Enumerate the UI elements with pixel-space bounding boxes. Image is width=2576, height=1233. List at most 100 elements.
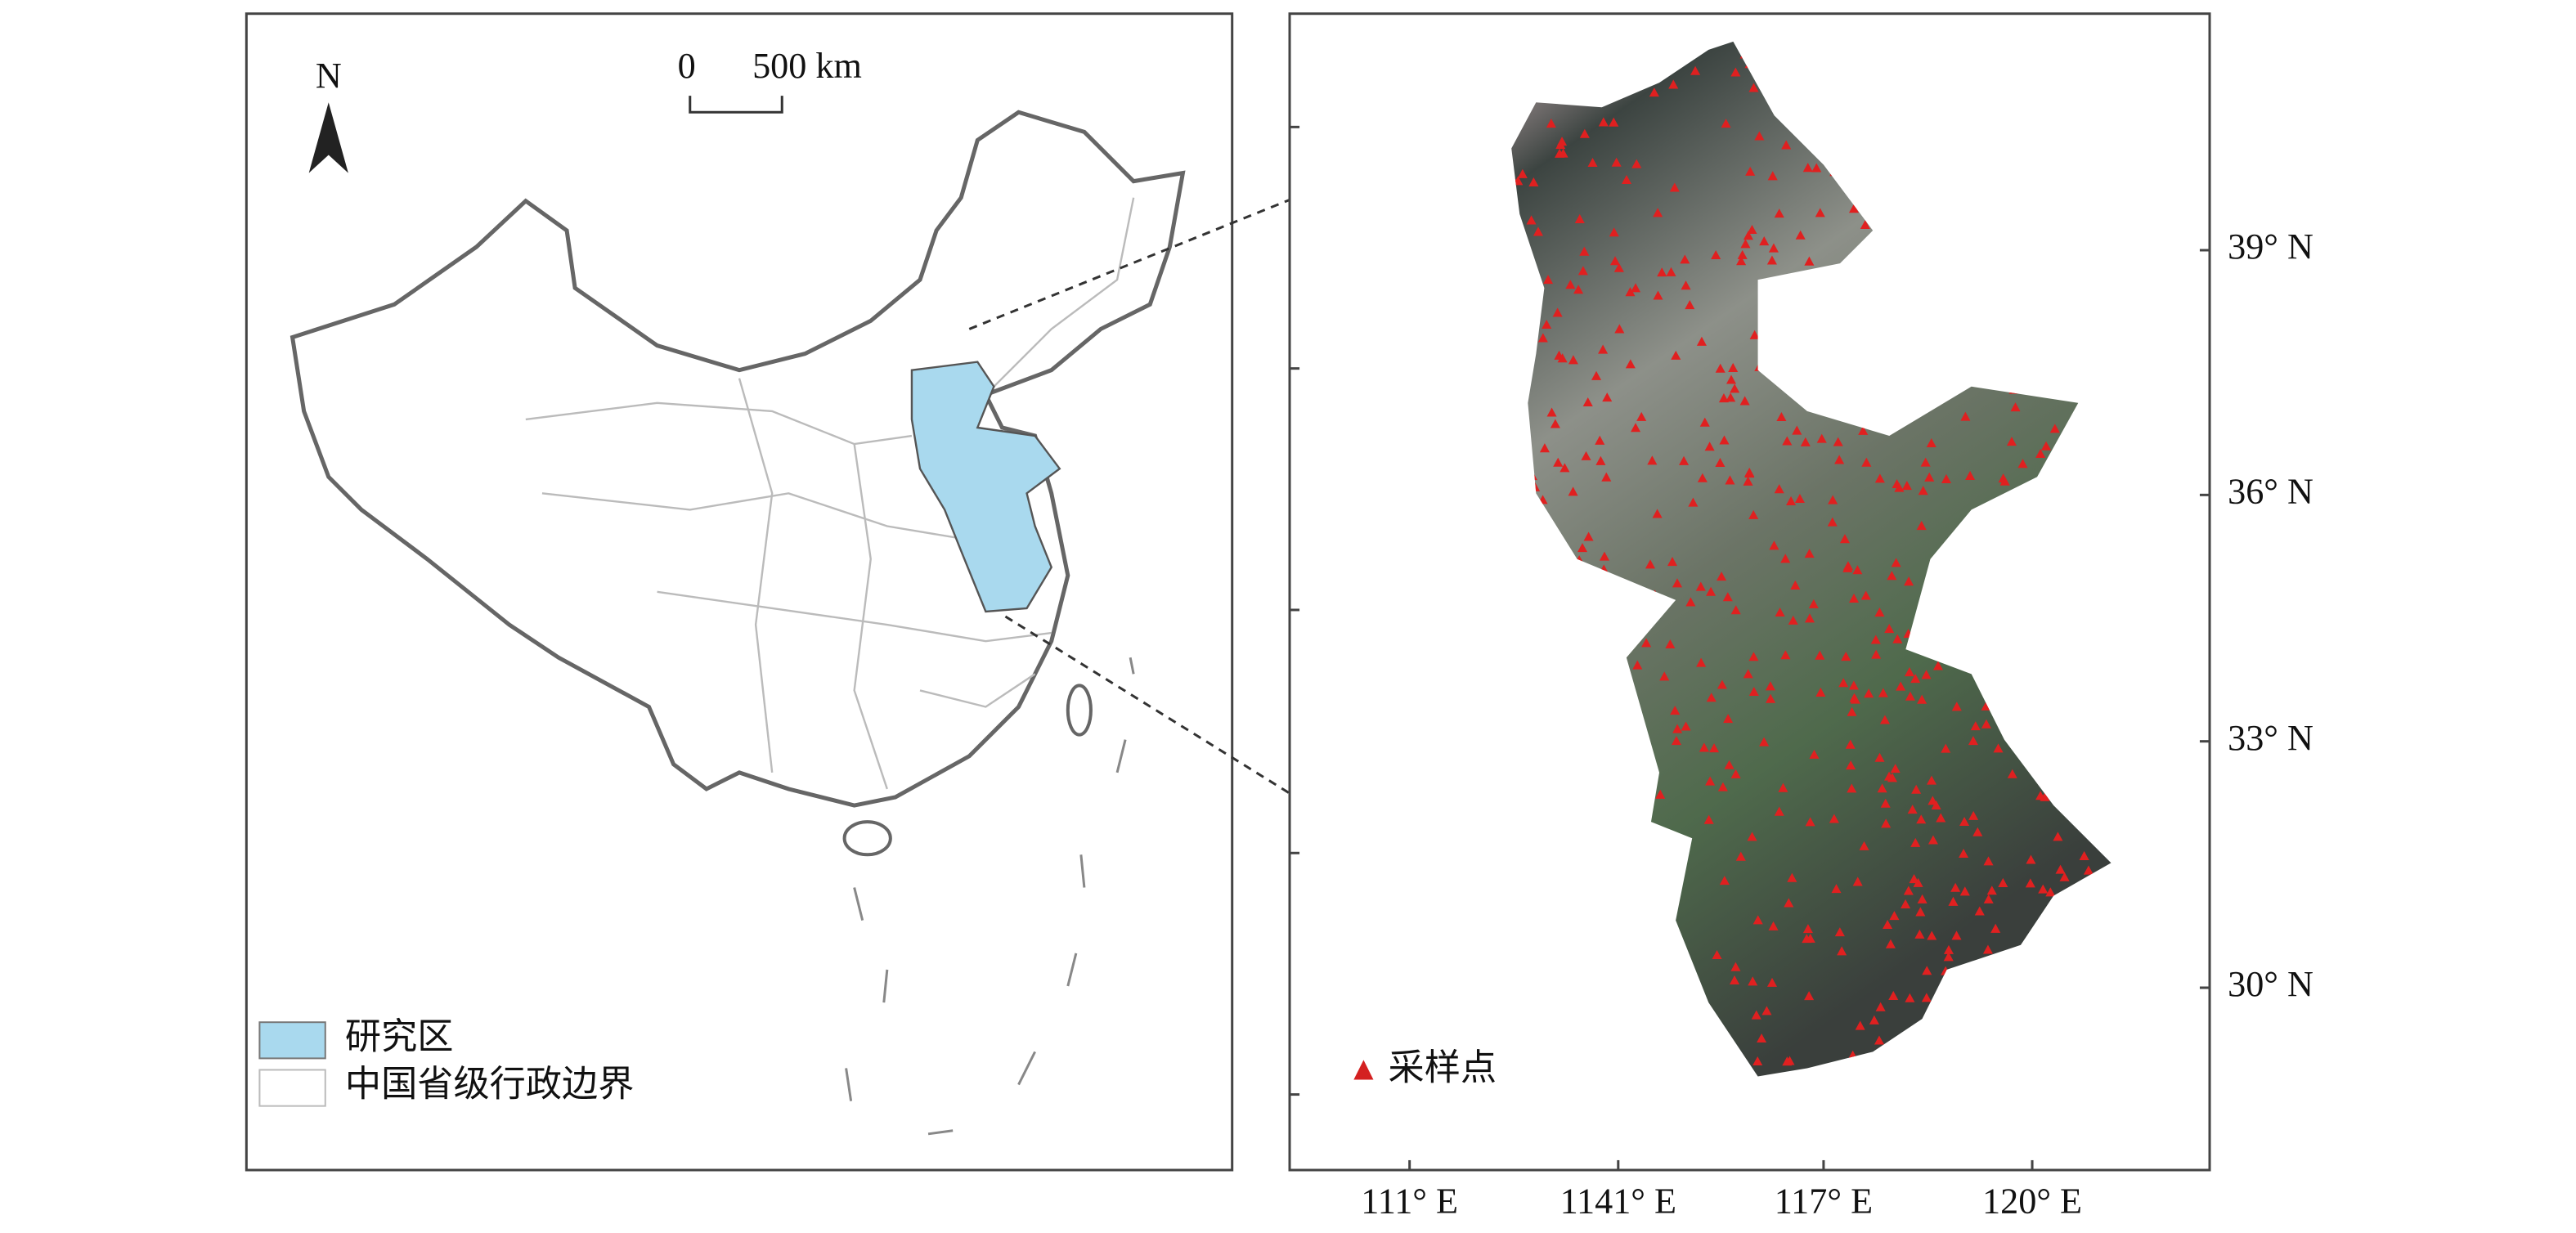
sample-point <box>1546 407 1557 417</box>
sample-point <box>1747 224 1757 235</box>
sample-point <box>1846 760 1856 770</box>
sample-point <box>1774 208 1784 218</box>
sample-point <box>1748 686 1759 697</box>
sample-point <box>1621 174 1632 185</box>
sample-point <box>1765 681 1775 691</box>
province-border <box>541 492 986 544</box>
nine-dash-line <box>845 657 1135 1136</box>
sample-point <box>1837 946 1847 956</box>
sample-point <box>1613 262 1624 272</box>
sample-point <box>1757 1033 1767 1043</box>
sample-point <box>1907 805 1918 814</box>
sample-point <box>1884 624 1895 634</box>
sample-point <box>1852 877 1863 886</box>
sample-point <box>2007 769 2017 778</box>
y-tick-label: 39° N <box>2228 226 2313 267</box>
sample-point <box>2055 864 2066 874</box>
sample-point <box>1981 701 1991 711</box>
sample-point <box>1649 87 1659 97</box>
sample-point <box>1652 509 1663 518</box>
sample-point <box>1808 599 1819 608</box>
sample-point <box>1834 455 1845 464</box>
sample-point <box>1921 993 1932 1002</box>
sample-point <box>1815 687 1826 697</box>
sample-point <box>1864 688 1874 698</box>
sample-point <box>1861 457 1872 467</box>
sample-point <box>2083 865 2094 875</box>
sample-point <box>1577 543 1588 553</box>
sample-point <box>1631 159 1642 168</box>
sample-point <box>1665 639 1676 648</box>
sample-point <box>1848 593 1860 603</box>
sample-point <box>1874 1035 1885 1045</box>
province-border <box>738 378 774 773</box>
sample-point <box>1917 694 1928 704</box>
sample-point <box>1782 436 1793 446</box>
sample-point <box>2079 850 2089 860</box>
sample-point <box>1631 283 1641 293</box>
sample-point <box>1609 227 1619 237</box>
sample-point <box>1632 660 1643 670</box>
sample-point <box>1914 929 1925 939</box>
sample-point <box>1926 775 1937 785</box>
sample-point <box>1948 896 1959 906</box>
sample-point <box>1730 769 1741 778</box>
sample-point <box>1852 565 1863 575</box>
y-tick-label: 30° N <box>2228 964 2313 1004</box>
sample-point <box>2017 459 2028 469</box>
sample-point <box>1568 486 1578 496</box>
sample-point <box>1715 457 1726 468</box>
sample-point <box>1598 344 1609 354</box>
sample-point <box>2059 872 2070 881</box>
sample-point <box>1672 578 1683 588</box>
sample-point <box>1859 841 1869 850</box>
sample-point <box>1736 256 1747 266</box>
sample-point <box>1904 667 1915 677</box>
sample-point <box>1579 246 1590 256</box>
sample-point <box>1717 679 1727 689</box>
sample-point <box>1558 148 1568 158</box>
sample-point <box>1681 280 1691 290</box>
province-border <box>525 401 913 446</box>
province-border <box>853 443 888 790</box>
sample-point <box>1752 1056 1763 1066</box>
sample-point <box>1729 975 1740 984</box>
sample-point <box>1583 531 1594 541</box>
sample-point <box>1747 832 1757 841</box>
sample-point <box>1915 907 1926 917</box>
sample-point <box>1845 739 1856 749</box>
sample-point <box>1829 814 1839 823</box>
sample-point <box>1804 991 1815 1001</box>
sample-point <box>2038 884 2049 894</box>
sample-point <box>2006 437 2017 446</box>
sample-point <box>1526 215 1537 225</box>
sample-point <box>1794 493 1805 504</box>
sample-point <box>1582 397 1593 407</box>
sample-point <box>1941 473 1951 483</box>
sample-point <box>1795 230 1806 240</box>
sample-point <box>1717 572 1727 581</box>
sample-point <box>1743 231 1753 240</box>
sample-point <box>1737 249 1748 259</box>
sample-point <box>1591 370 1602 380</box>
sample-point <box>1740 239 1751 249</box>
sample-point <box>1916 521 1927 531</box>
sample-point <box>1981 719 1991 729</box>
sample-point <box>1883 919 1893 930</box>
x-tick-label: 120° E <box>1982 1181 2082 1221</box>
sample-point <box>1767 171 1778 181</box>
sample-point <box>2041 441 2052 451</box>
sample-point <box>1833 437 1843 446</box>
sample-point <box>1557 137 1568 146</box>
sample-point <box>1595 455 1606 465</box>
sample-point <box>1903 886 1914 895</box>
sample-point <box>1831 884 1842 894</box>
sample-point <box>1537 333 1548 343</box>
sample-point <box>1611 157 1622 167</box>
sample-point <box>1921 670 1932 679</box>
sample-point <box>1889 911 1900 921</box>
sample-point <box>1792 425 1802 435</box>
sample-point <box>1998 877 2008 887</box>
scale-start: 0 <box>678 46 696 86</box>
